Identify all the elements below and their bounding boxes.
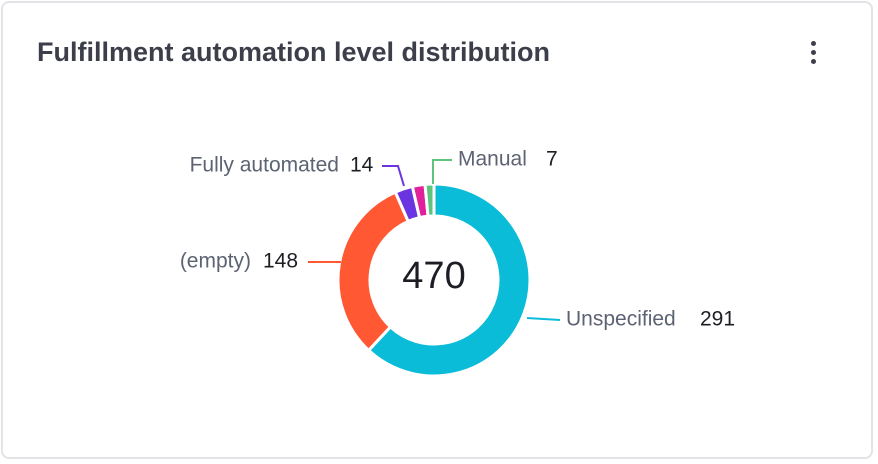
donut-slice xyxy=(336,190,411,353)
slice-label: Manual xyxy=(458,148,527,171)
donut-slice xyxy=(366,182,532,378)
card-title: Fulfillment automation level distributio… xyxy=(37,37,551,67)
donut-total: 470 xyxy=(402,255,465,297)
slice-value: 148 xyxy=(263,250,298,273)
slice-label: Fully automated xyxy=(190,154,339,177)
slice-value: 14 xyxy=(350,154,374,177)
slice-value: 291 xyxy=(700,308,735,331)
slice-value: 7 xyxy=(546,148,558,171)
slice-label: (empty) xyxy=(180,250,251,273)
donut-slice xyxy=(423,182,436,218)
leader-line xyxy=(526,317,561,321)
more-menu[interactable] xyxy=(801,37,825,73)
leader-line xyxy=(382,165,405,187)
slice-label: Unspecified xyxy=(566,308,676,331)
leader-line xyxy=(432,159,452,184)
